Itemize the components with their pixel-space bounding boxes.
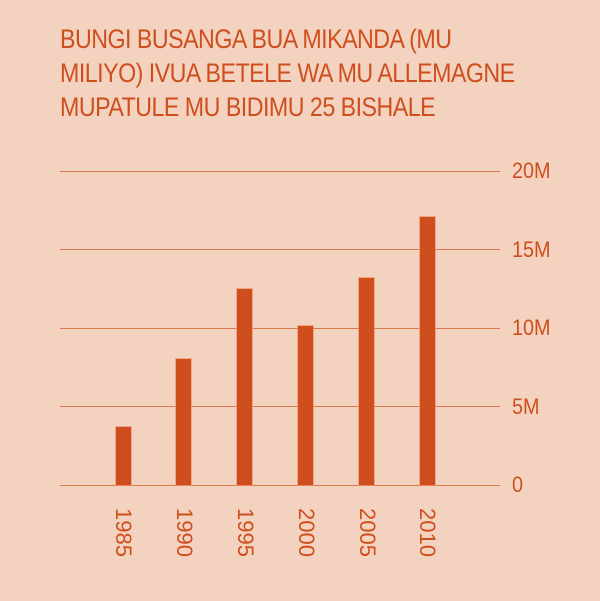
x-tick-label: 1990 — [172, 508, 197, 557]
gridline-10m — [60, 328, 500, 329]
chart-title-line: MUPATULE MU BIDIMU 25 BISHALE — [60, 92, 436, 122]
x-tick-label: 2000 — [294, 508, 319, 557]
x-tick-label: 2005 — [355, 508, 380, 557]
bar-2005 — [359, 278, 374, 485]
y-tick-label: 5M — [512, 394, 540, 419]
y-tick-label: 15M — [512, 237, 551, 262]
bar-1990 — [176, 359, 191, 485]
gridline-15m — [60, 249, 500, 250]
x-tick-label: 1985 — [111, 508, 136, 557]
y-tick-label: 10M — [512, 315, 551, 340]
bar-1985 — [116, 427, 131, 485]
bar-1995 — [237, 289, 252, 485]
chart-title: BUNGI BUSANGA BUA MIKANDA (MU MILIYO) IV… — [60, 22, 516, 124]
bar-2010 — [420, 217, 435, 485]
gridline-5m — [60, 406, 500, 407]
bar-2000 — [298, 326, 313, 485]
x-tick-label: 1995 — [233, 508, 258, 557]
chart-title-line: MILIYO) IVUA BETELE WA MU ALLEMAGNE — [60, 58, 515, 88]
gridline-20m — [60, 171, 500, 172]
gridline-0 — [60, 485, 500, 486]
y-tick-label: 0 — [512, 472, 524, 497]
x-tick-label: 2010 — [415, 508, 440, 557]
chart-title-line: BUNGI BUSANGA BUA MIKANDA (MU — [60, 24, 452, 54]
y-tick-label: 20M — [512, 158, 551, 183]
